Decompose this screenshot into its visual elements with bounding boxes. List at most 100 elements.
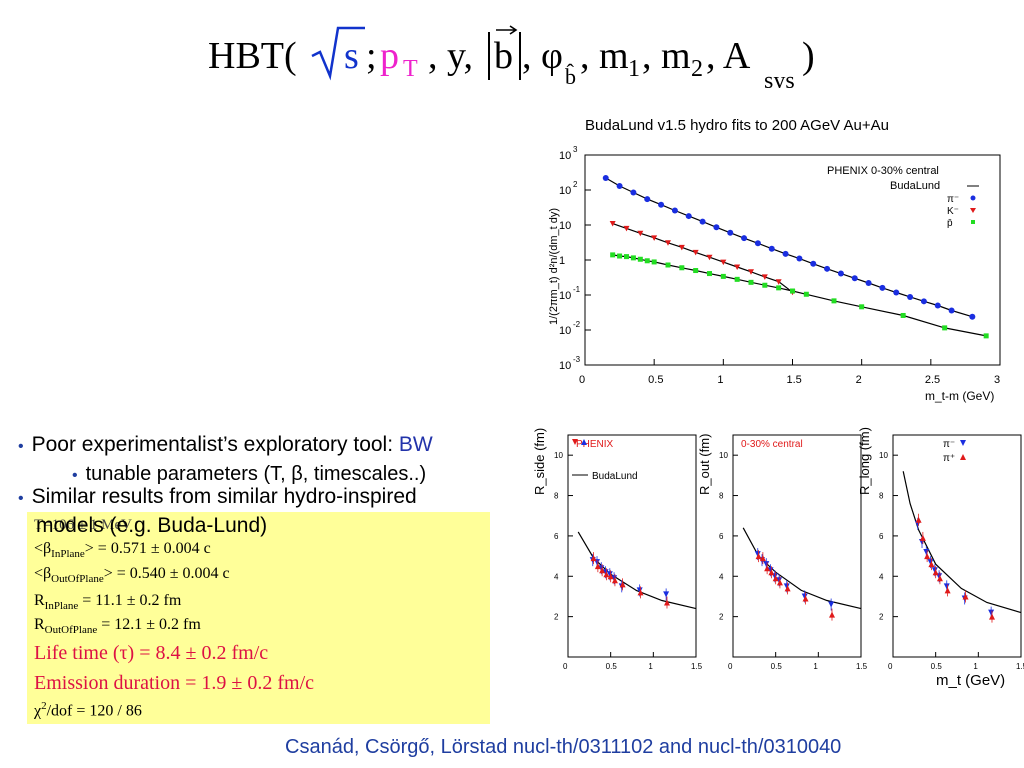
spectra-point-pion: [851, 275, 858, 282]
spectra-point-pion: [768, 245, 775, 252]
title-m1: , m: [580, 35, 629, 77]
radii-point-pi-plus: [611, 577, 618, 584]
radii-point-pi-plus: [603, 571, 610, 578]
fit-chi2: χ2/dof = 120 / 86: [34, 700, 142, 720]
radii-legend-marker-red: [572, 439, 578, 445]
spectra-point-pion: [810, 260, 817, 267]
radii-point-pi-minus: [754, 551, 761, 558]
radii-point-pi-minus: [606, 571, 613, 578]
spectra-title: BudaLund v1.5 hydro fits to 200 AGeV Au+…: [585, 117, 889, 134]
title-sub1: 1: [628, 56, 640, 82]
radii-point-pi-plus: [759, 555, 766, 562]
fit-r-inplane: RInPlane = 11.1 ± 0.2 fm: [34, 592, 182, 613]
radii-point-pi-minus: [767, 567, 774, 574]
spectra-y-tick-label: 10: [559, 325, 571, 337]
spectra-point-pion: [907, 293, 914, 300]
spectra-point-proton: [693, 268, 699, 274]
spectra-legend-header: PHENIX 0-30% central: [827, 165, 939, 177]
spectra-point-pion: [893, 289, 900, 296]
radii-x-tick-label: 1: [973, 662, 978, 671]
radii-panel-y-label: R_long (fm): [857, 427, 872, 495]
spectra-point-kaon: [734, 264, 741, 271]
title-phi: , φ: [522, 35, 563, 77]
spectra-point-kaon: [609, 221, 616, 227]
radii-panel: 2 4 6 8 10 0 0.5 1 1.5 R_long (fm) π⁻ π⁺: [857, 427, 1024, 671]
spectra-point-kaon: [775, 279, 782, 285]
radii-point-pi-plus: [764, 565, 771, 572]
bullet-1-sub-text: tunable parameters (T, β, timescales..): [85, 463, 427, 485]
spectra-point-pion: [616, 183, 623, 190]
title-p: p: [380, 35, 399, 77]
title-hbt: HBT(: [208, 35, 297, 77]
bullet-2-line1: Similar results from similar hydro-inspi…: [31, 485, 417, 508]
radii-y-tick-label: 4: [719, 572, 724, 581]
radii-legend-fit-label: BudaLund: [592, 471, 638, 482]
spectra-point-pion: [865, 280, 872, 287]
spectra-point-proton: [707, 271, 712, 277]
spectra-point-pion: [837, 270, 844, 277]
radii-point-pi-minus: [611, 575, 618, 582]
spectra-y-tick-exponent: -2: [573, 320, 581, 329]
radii-y-tick-label: 2: [879, 613, 884, 622]
radii-point-pi-minus: [801, 593, 808, 600]
spectra-y-tick-exponent: 3: [573, 145, 578, 154]
spectra-point-proton: [720, 273, 726, 279]
title-sub2: 2: [691, 56, 703, 82]
radii-point-pi-plus: [607, 573, 614, 580]
spectra-legend-p-marker: [971, 220, 975, 224]
spectra-point-pion: [713, 224, 720, 231]
spectra-point-pion: [602, 175, 609, 182]
spectra-y-tick-label: 10: [559, 220, 571, 232]
spectra-point-pion: [920, 298, 927, 305]
radii-point-pi-plus: [772, 575, 779, 582]
title-formula: HBT( s ; p T , y, b , φ b̂ , m 1 , m 2 ,…: [208, 25, 815, 88]
bullet-2: • Similar results from similar hydro-insp…: [18, 485, 417, 509]
radii-point-pi-minus: [783, 583, 790, 590]
radii-y-tick-label: 6: [719, 532, 724, 541]
radii-panel-frame: [567, 434, 697, 658]
radii-y-tick-label: 8: [554, 492, 559, 501]
spectra-point-proton: [831, 298, 837, 304]
radii-point-pi-plus: [594, 563, 601, 570]
spectra-point-kaon: [678, 244, 685, 251]
radii-point-pi-plus: [928, 561, 935, 568]
bullet-2-line2: models (e.g. Buda-Lund): [36, 514, 268, 537]
spectra-point-proton: [617, 253, 623, 259]
spectra-point-pion: [658, 201, 665, 208]
spectra-point-kaon: [637, 230, 644, 237]
fit-beta-inplane: <βInPlane> = 0.571 ± 0.004 c: [34, 540, 211, 561]
radii-point-pi-minus: [923, 549, 930, 556]
spectra-point-kaon: [651, 235, 658, 241]
bullet-1-text: Poor experimentalist’s exploratory tool:: [31, 433, 399, 456]
fit-emission-duration: Emission duration = 1.9 ± 0.2 fm/c: [34, 672, 315, 694]
spectra-x-tick-label: 1.5: [787, 374, 802, 386]
spectra-point-kaon: [706, 254, 713, 261]
spectra-legend-p: p̄: [947, 218, 953, 229]
radii-legend-entry: π⁻: [943, 439, 955, 450]
radii-y-tick-label: 4: [879, 572, 884, 581]
spectra-point-kaon: [623, 225, 630, 232]
spectra-x-tick-label: 2: [856, 374, 862, 386]
sqrt-symbol: [311, 26, 365, 81]
radii-point-pi-plus: [915, 516, 922, 523]
spectra-legend-fit: BudaLund: [890, 180, 940, 192]
spectra-chart: BudaLund v1.5 hydro fits to 200 AGeV Au+…: [548, 117, 1001, 403]
radii-x-tick-label: 1: [813, 662, 818, 671]
radii-panel: 2 4 6 8 10 0 0.5 1 1.5 R_out (fm) 0-30% central: [697, 434, 868, 671]
spectra-point-kaon: [720, 259, 727, 266]
spectra-y-tick-exponent: 2: [573, 180, 578, 189]
title-a: , A: [706, 35, 751, 77]
fit-r-outofplane: ROutOfPlane = 12.1 ± 0.2 fm: [34, 616, 201, 637]
spectra-y-axis-label: 1/(2πm_t) d²n/(dm_t dy): [548, 208, 560, 325]
radii-x-tick-label: 0.5: [931, 662, 943, 671]
title-t: T: [403, 56, 418, 82]
spectra-x-tick-label: 0: [579, 374, 585, 386]
spectra-legend-pi: π⁻: [947, 194, 959, 205]
radii-y-tick-label: 8: [719, 492, 724, 501]
spectra-point-kaon: [665, 240, 671, 246]
spectra-legend-k: K⁻: [947, 206, 959, 217]
spectra-point-pion: [796, 255, 803, 262]
radii-point-pi-minus: [776, 577, 783, 584]
vector-arrow-icon: [496, 25, 518, 35]
